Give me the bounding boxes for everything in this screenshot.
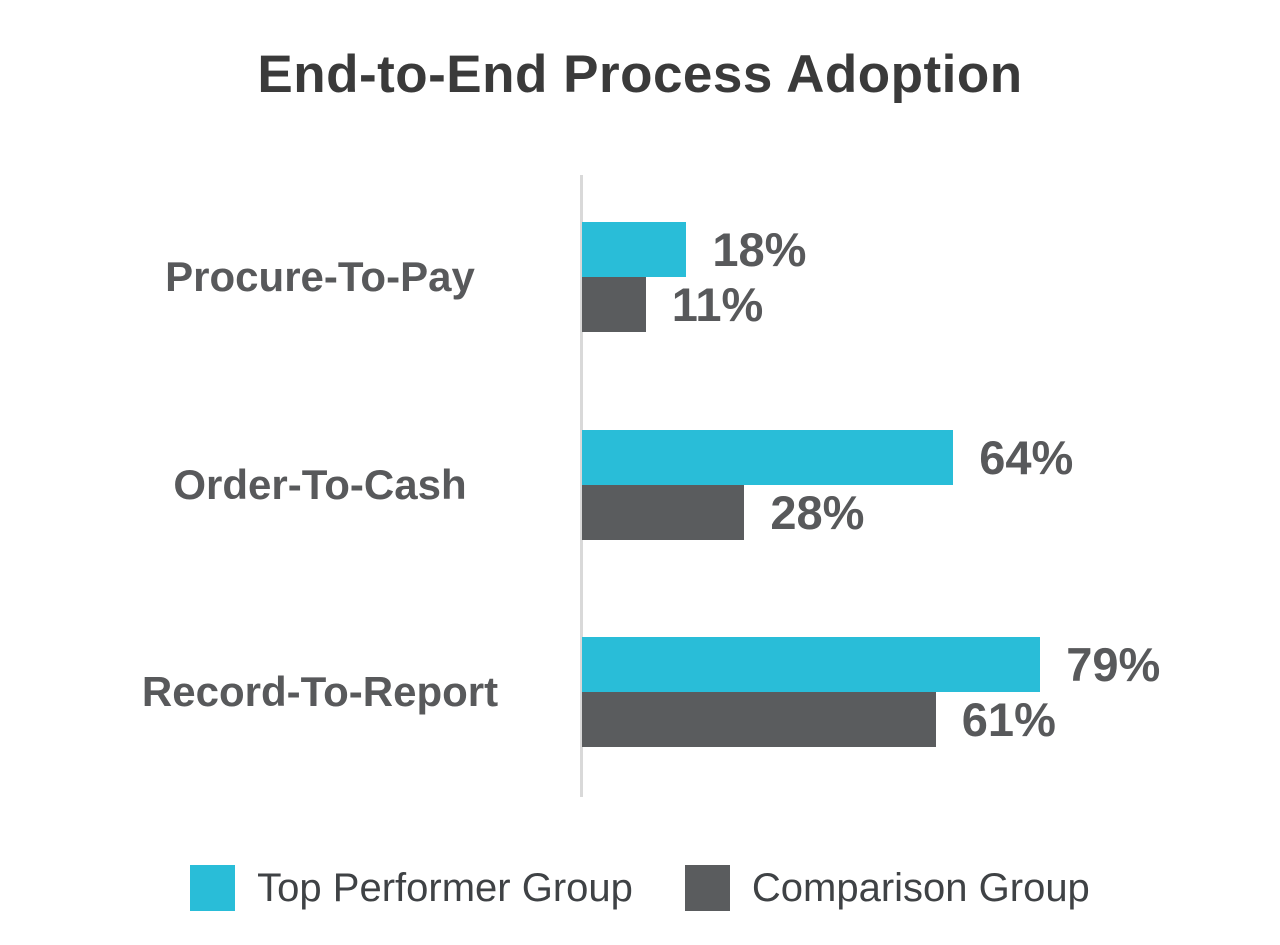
legend-label: Comparison Group — [751, 865, 1090, 910]
legend-swatch-icon — [684, 865, 730, 911]
bar-comparison — [582, 692, 936, 747]
bar-top-performer — [582, 429, 954, 485]
legend-item-top-performer: Top Performer Group — [190, 865, 633, 911]
value-label-top-performer: 18% — [712, 223, 807, 276]
y-axis-line — [580, 175, 583, 797]
value-label-comparison: 61% — [961, 693, 1056, 746]
bar-comparison — [582, 277, 646, 332]
category-label: Record-To-Report — [141, 668, 499, 715]
category-label: Order-To-Cash — [173, 460, 467, 508]
bar-top-performer — [582, 222, 687, 277]
value-label-comparison: 28% — [770, 485, 865, 539]
legend-label: Top Performer Group — [257, 865, 633, 910]
value-label-top-performer: 79% — [1066, 638, 1161, 691]
bar-top-performer — [582, 637, 1041, 692]
value-label-top-performer: 64% — [979, 430, 1074, 484]
legend-swatch-icon — [190, 865, 236, 911]
legend: Top Performer Group Comparison Group — [0, 860, 1280, 916]
value-label-comparison: 11% — [671, 278, 764, 331]
bar-comparison — [582, 484, 745, 540]
category-label: Procure-To-Pay — [165, 253, 475, 300]
legend-item-comparison: Comparison Group — [684, 865, 1090, 911]
chart-title: End-to-End Process Adoption — [257, 45, 1023, 104]
